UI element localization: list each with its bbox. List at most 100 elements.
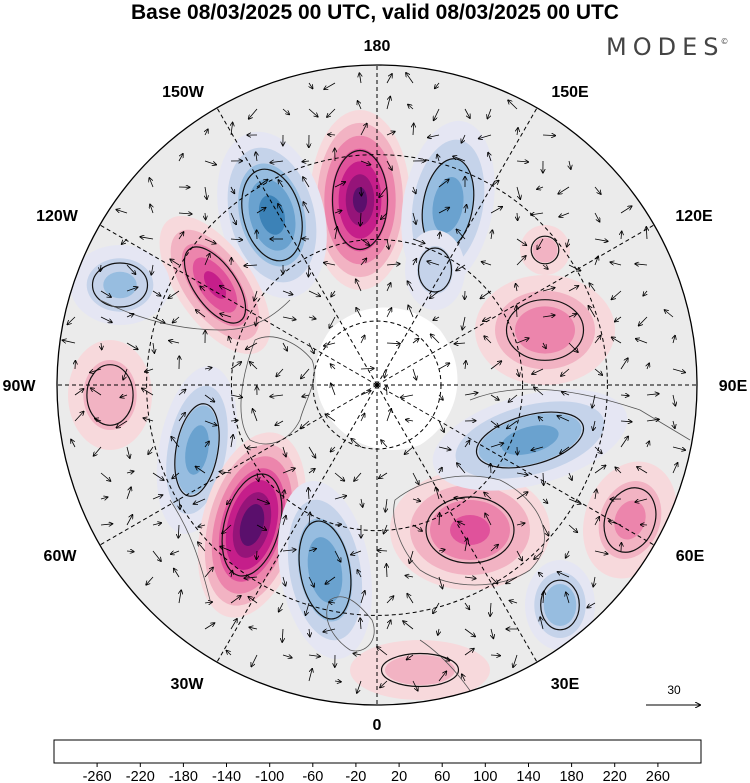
wind-vector bbox=[542, 265, 548, 269]
wind-vector bbox=[178, 390, 186, 396]
wind-vector bbox=[308, 317, 316, 319]
wind-vector bbox=[673, 394, 675, 406]
wind-vector bbox=[360, 124, 367, 136]
wind-vector bbox=[430, 290, 440, 298]
wind-vector bbox=[488, 153, 491, 162]
wind-vector bbox=[200, 286, 206, 292]
wind-vector bbox=[308, 469, 315, 474]
wind-vector bbox=[672, 463, 678, 474]
meridian-line bbox=[376, 384, 538, 663]
wind-vector bbox=[635, 264, 648, 265]
wind-vector bbox=[465, 539, 467, 552]
lon-label-0: 0 bbox=[373, 717, 382, 734]
siberia-coast bbox=[469, 388, 691, 441]
wind-vector bbox=[204, 420, 217, 425]
wind-vector bbox=[303, 177, 310, 188]
wind-vector bbox=[174, 569, 180, 578]
wind-vector bbox=[594, 368, 602, 375]
wind-vector bbox=[542, 315, 555, 317]
colorbar-label: 20 bbox=[391, 769, 407, 783]
wind-vector bbox=[196, 467, 206, 474]
wind-vector bbox=[635, 498, 648, 502]
wind-vector bbox=[360, 618, 361, 630]
wind-vector bbox=[178, 213, 192, 214]
wind-vector bbox=[126, 515, 133, 526]
anomaly-contour bbox=[450, 515, 490, 545]
wind-vector bbox=[594, 517, 599, 526]
wind-vector bbox=[439, 513, 440, 526]
wind-vector bbox=[462, 316, 465, 330]
wind-vector bbox=[386, 132, 395, 136]
anomaly-positive bbox=[475, 275, 615, 385]
wind-vector bbox=[412, 238, 425, 243]
anomaly-contour bbox=[501, 425, 559, 455]
wind-vector bbox=[516, 306, 517, 318]
wind-vector bbox=[386, 97, 390, 110]
wind-vector bbox=[620, 421, 632, 422]
anomaly-contour bbox=[432, 177, 464, 233]
streamline-loop bbox=[603, 487, 657, 553]
colorbar-label: -20 bbox=[345, 769, 366, 783]
wind-vector bbox=[282, 628, 283, 642]
wind-vector bbox=[516, 550, 522, 561]
wind-vector bbox=[94, 446, 102, 456]
wind-vector bbox=[256, 180, 268, 188]
colorbar-label: 60 bbox=[434, 769, 450, 783]
wind-vector bbox=[435, 82, 440, 88]
wind-vector bbox=[198, 542, 206, 552]
anomaly-field bbox=[68, 110, 678, 700]
wind-vector bbox=[256, 524, 266, 530]
wind-vector bbox=[379, 186, 388, 197]
wind-vector bbox=[537, 238, 544, 249]
streamline-loop bbox=[380, 652, 460, 688]
wind-vector bbox=[256, 316, 257, 326]
wind-vector bbox=[270, 395, 284, 397]
wind-vector bbox=[334, 681, 341, 682]
wind-vector bbox=[673, 336, 675, 344]
streamline-loop bbox=[221, 473, 283, 577]
wind-vector bbox=[543, 591, 544, 604]
wind-vector bbox=[377, 647, 388, 656]
wind-vector bbox=[636, 339, 648, 344]
wind-vector bbox=[387, 238, 389, 249]
wind-vector bbox=[230, 596, 241, 604]
wind-vector bbox=[643, 290, 647, 296]
wind-vector bbox=[231, 186, 234, 193]
wind-vector bbox=[516, 256, 526, 266]
colorbar-label: 100 bbox=[473, 769, 497, 783]
wind-vector bbox=[569, 160, 571, 169]
wind-vector bbox=[464, 108, 470, 118]
map-title: Base 08/03/2025 00 UTC, valid 08/03/2025… bbox=[131, 1, 619, 24]
wind-vector bbox=[405, 446, 414, 454]
colorbar-label: -100 bbox=[255, 769, 284, 783]
wind-vector bbox=[517, 128, 518, 136]
wind-vector bbox=[249, 627, 258, 629]
wind-vector bbox=[407, 654, 414, 660]
wind-vector bbox=[482, 262, 492, 266]
colorbar: -260 -220 -180 -140 -100 -60 -20 20 60 100 140 180 2… bbox=[53, 739, 702, 783]
brand-logo: MODES© bbox=[606, 33, 732, 61]
wind-vector bbox=[282, 468, 295, 474]
wind-vector bbox=[542, 524, 549, 536]
wind-vector bbox=[204, 160, 216, 165]
wind-vector bbox=[464, 393, 478, 395]
wind-vector bbox=[253, 409, 258, 422]
wind-vector bbox=[331, 446, 336, 452]
wind-vector bbox=[534, 550, 544, 559]
wind-vector bbox=[145, 369, 154, 372]
meridian-line bbox=[99, 224, 378, 386]
wind-vector bbox=[588, 306, 596, 318]
wind-vector bbox=[386, 409, 391, 422]
wind-vector bbox=[490, 207, 502, 214]
wind-vector bbox=[172, 472, 180, 478]
wind-vector bbox=[308, 655, 320, 657]
wind-vector bbox=[254, 290, 257, 301]
wind-vector bbox=[537, 187, 544, 189]
wind-vector bbox=[142, 388, 154, 396]
streamline-loop bbox=[183, 246, 247, 324]
wind-vector bbox=[412, 368, 416, 380]
wind-vector bbox=[406, 73, 414, 84]
wind-vector bbox=[594, 212, 600, 222]
wind-vector bbox=[464, 602, 469, 609]
wind-vector bbox=[126, 287, 138, 292]
